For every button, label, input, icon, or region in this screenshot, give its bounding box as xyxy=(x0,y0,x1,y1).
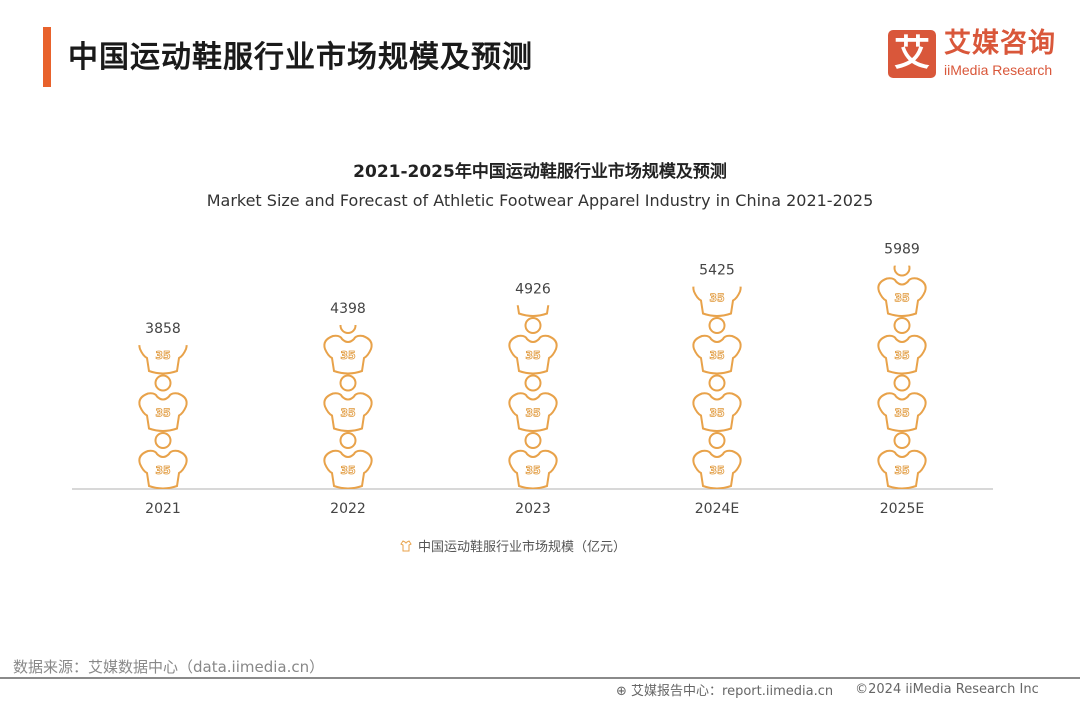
jersey-symbol: 35 xyxy=(692,286,742,317)
jersey-number: 35 xyxy=(155,407,170,420)
legend-jersey-icon xyxy=(400,539,412,551)
jersey-symbol: 35 xyxy=(877,392,927,432)
jersey-symbol: 35 xyxy=(323,334,373,375)
jersey-symbol: 35 xyxy=(323,392,373,432)
jersey-head xyxy=(339,432,357,449)
jersey-head xyxy=(893,432,911,449)
jersey-number: 35 xyxy=(894,292,909,305)
jersey-head xyxy=(339,324,357,334)
jersey-number: 35 xyxy=(525,407,540,420)
jersey-head xyxy=(893,374,911,392)
footer-divider xyxy=(0,677,1080,679)
jersey-number: 35 xyxy=(894,464,909,477)
bar-2025E: 35 35 35 35 xyxy=(877,265,927,489)
x-tick-label: 2023 xyxy=(515,501,551,517)
jersey-head xyxy=(524,317,542,334)
jersey-symbol: 35 xyxy=(138,449,188,489)
jersey-head xyxy=(339,374,357,392)
data-label: 3858 xyxy=(145,321,181,337)
logo-cn: 艾媒咨询 xyxy=(944,28,1056,59)
title-accent-bar xyxy=(43,27,51,87)
jersey-symbol: 35 xyxy=(508,334,558,375)
legend: 中国运动鞋服行业市场规模（亿元） xyxy=(400,536,626,555)
logo-en: iiMedia Research xyxy=(944,62,1053,78)
data-label: 5989 xyxy=(884,242,920,258)
page-title: 中国运动鞋服行业市场规模及预测 xyxy=(68,40,533,75)
data-label: 4926 xyxy=(515,281,551,297)
jersey-symbol: 35 xyxy=(877,334,927,375)
legend-label: 中国运动鞋服行业市场规模（亿元） xyxy=(418,540,627,555)
jersey-symbol: 35 xyxy=(692,392,742,432)
jersey-symbol: 35 xyxy=(138,392,188,432)
jersey-symbol: 35 xyxy=(138,345,188,375)
data-label: 4398 xyxy=(330,301,366,317)
footer-report: ⊕ 艾媒报告中心：report.iimedia.cn xyxy=(616,680,833,699)
bar-2022: 35 35 35 xyxy=(323,324,373,489)
jersey-head xyxy=(524,374,542,392)
jersey-head xyxy=(524,432,542,449)
logo: 艾 艾媒咨询 iiMedia Research xyxy=(888,28,1068,80)
jersey-symbol: 35 xyxy=(692,334,742,375)
x-tick-label: 2022 xyxy=(330,501,366,517)
bar-2021: 35 35 35 xyxy=(138,345,188,489)
jersey-number: 35 xyxy=(340,407,355,420)
jersey-number: 35 xyxy=(340,349,355,362)
source-note: 数据来源：艾媒数据中心（data.iimedia.cn） xyxy=(13,658,325,676)
x-tick-label: 2025E xyxy=(880,501,924,517)
x-tick-label: 2021 xyxy=(145,501,181,517)
footer: ⊕ 艾媒报告中心：report.iimedia.cn ©2024 iiMedia… xyxy=(616,680,1039,699)
jersey-number: 35 xyxy=(525,349,540,362)
footer-report-text: 艾媒报告中心：report.iimedia.cn xyxy=(631,684,834,699)
jersey-number: 35 xyxy=(155,349,170,362)
globe-icon: ⊕ xyxy=(616,684,627,699)
jersey-symbol: 35 xyxy=(692,449,742,489)
bar-2023: 35 35 35 xyxy=(508,305,558,489)
jersey-number: 35 xyxy=(709,292,724,305)
jersey-number: 35 xyxy=(709,407,724,420)
jersey-head xyxy=(708,432,726,449)
jersey-head xyxy=(893,317,911,334)
x-tick-label: 2024E xyxy=(695,501,739,517)
jersey-symbol: 35 xyxy=(508,392,558,432)
jersey-head xyxy=(154,432,172,449)
data-label: 5425 xyxy=(699,263,735,279)
footer-copyright: ©2024 iiMedia Research Inc xyxy=(855,682,1039,697)
jersey-head xyxy=(708,374,726,392)
jersey-symbol: 35 xyxy=(877,449,927,489)
jersey-number: 35 xyxy=(340,464,355,477)
jersey-number: 35 xyxy=(155,464,170,477)
jersey-symbol: 35 xyxy=(323,449,373,489)
jersey-number: 35 xyxy=(894,407,909,420)
chart-subtitle: Market Size and Forecast of Athletic Foo… xyxy=(206,191,874,210)
jersey-number: 35 xyxy=(709,464,724,477)
chart-title: 2021-2025年中国运动鞋服行业市场规模及预测 xyxy=(353,162,727,182)
logo-mark: 艾 xyxy=(888,30,936,78)
jersey-symbol: 35 xyxy=(508,449,558,489)
jersey-head xyxy=(893,265,911,277)
jersey-symbol: 35 xyxy=(877,277,927,317)
jersey-head xyxy=(708,317,726,334)
bar-2024E: 35 35 35 35 xyxy=(692,286,742,489)
jersey-number: 35 xyxy=(525,464,540,477)
jersey-number: 35 xyxy=(894,349,909,362)
jersey-head xyxy=(154,374,172,392)
jersey-number: 35 xyxy=(709,349,724,362)
